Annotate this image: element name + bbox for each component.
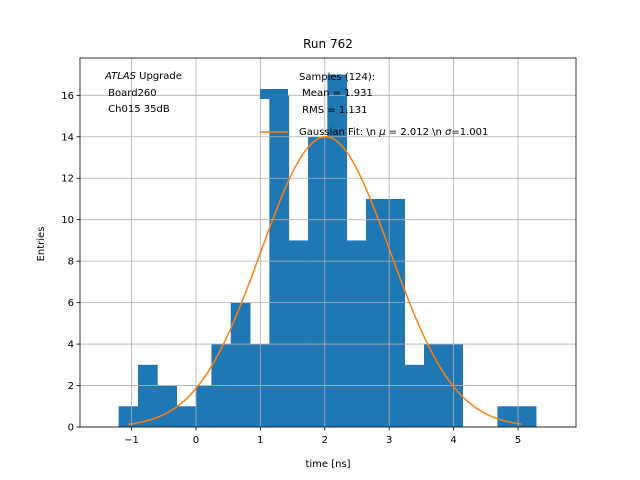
legend-fit-label: Gaussian Fit: \n μ = 2.012 \n σ=1.001 [299, 127, 488, 138]
legend-rms: RMS = 1.131 [299, 105, 367, 116]
x-tick-label-5: 4 [450, 435, 456, 446]
y-tick-label-0: 0 [68, 423, 74, 434]
bar-4 [195, 385, 216, 427]
bar-1 [137, 364, 158, 427]
plot-frame [79, 57, 577, 428]
atlas-annotation: ATLAS Upgrade Board260 Ch015 35dB [104, 71, 182, 115]
annotation-line-2: Board260 [105, 88, 157, 99]
annotation-line-3: Ch015 35dB [105, 104, 170, 115]
annotation-atlas: ATLAS [104, 71, 137, 82]
bar-9 [288, 240, 309, 427]
y-tick-label-1: 2 [68, 381, 74, 392]
legend-fit-prefix: Gaussian Fit: \n [299, 127, 379, 138]
legend: Samples (124): Mean = 1.931 RMS = 1.131 … [260, 72, 488, 138]
bar-10 [308, 136, 328, 428]
grid-lines [80, 58, 576, 428]
y-tick-label-4: 8 [68, 257, 74, 268]
y-tick-label-2: 4 [68, 340, 74, 351]
bar-18 [497, 406, 518, 427]
bar-3 [176, 406, 197, 427]
legend-fit-mu-symbol: μ [378, 127, 385, 138]
bar-0 [118, 406, 139, 427]
legend-fit-sigma-value: =1.001 [451, 127, 488, 138]
legend-fit-mu-value: = 2.012 \n [386, 127, 445, 138]
legend-fit-sigma-symbol: σ [445, 127, 452, 138]
x-tick-label-0: −1 [124, 435, 139, 446]
bar-13 [366, 198, 386, 427]
bar-2 [157, 385, 178, 427]
bar-6 [230, 302, 251, 427]
chart-title: Run 762 [303, 37, 353, 51]
y-tick-label-3: 6 [68, 298, 74, 309]
bar-19 [516, 406, 537, 427]
x-tick-label-4: 3 [386, 435, 392, 446]
legend-hist-swatch [260, 89, 288, 99]
y-axis-ticks: 0 2 4 6 8 10 12 14 16 [61, 91, 80, 434]
annotation-upgrade: Upgrade [136, 71, 182, 82]
x-tick-label-6: 5 [515, 435, 521, 446]
legend-mean: Mean = 1.931 [299, 88, 373, 99]
y-tick-label-6: 12 [61, 174, 74, 185]
bar-14 [385, 198, 406, 427]
x-tick-label-3: 2 [322, 435, 328, 446]
y-tick-label-8: 16 [61, 91, 74, 102]
bar-11 [327, 74, 348, 428]
x-axis-ticks: −1 0 1 2 3 4 5 [124, 427, 521, 446]
gaussian-fit [128, 136, 522, 426]
legend-samples: Samples (124): [299, 72, 375, 83]
annotation-line-1: ATLAS Upgrade [104, 71, 182, 82]
x-axis-label: time [ns] [305, 459, 350, 470]
y-tick-label-5: 10 [61, 215, 74, 226]
fit-curve [128, 136, 522, 426]
y-axis-label: Entries [36, 227, 47, 262]
x-tick-label-1: 0 [193, 435, 199, 446]
x-tick-label-2: 1 [257, 435, 263, 446]
y-tick-label-7: 14 [61, 132, 74, 143]
bar-12 [346, 240, 367, 427]
bar-15 [404, 364, 425, 427]
